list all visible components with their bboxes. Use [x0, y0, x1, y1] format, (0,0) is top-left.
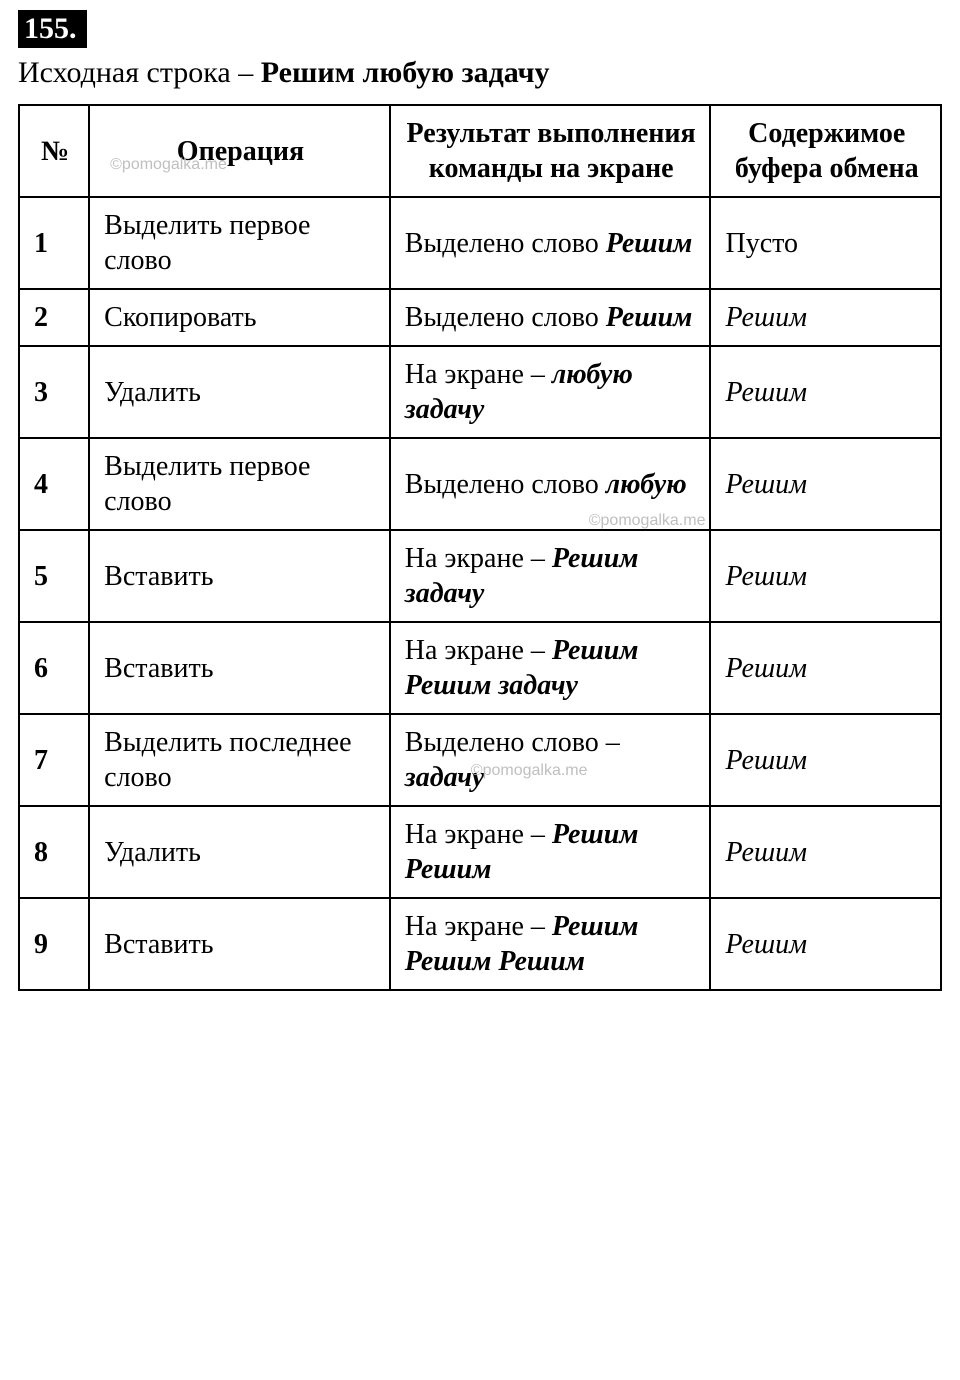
- row-buffer: Решим: [710, 530, 941, 622]
- row-result: Выделено слово любую ©pomogalka.me: [390, 438, 711, 530]
- row-buffer: Решим: [710, 622, 941, 714]
- row-operation: Выделить первое слово: [89, 438, 390, 530]
- row-result: На экране – Решим задачу: [390, 530, 711, 622]
- result-prefix: На экране –: [405, 543, 552, 574]
- col-header-buffer: Содержимое буфера обмена: [710, 105, 941, 197]
- row-number: 9: [19, 898, 89, 990]
- row-result: Выделено слово – задачу©pomogalka.me: [390, 714, 711, 806]
- table-row: 4Выделить первое словоВыделено слово люб…: [19, 438, 941, 530]
- result-prefix: Выделено слово: [405, 302, 606, 333]
- row-number: 6: [19, 622, 89, 714]
- result-prefix: На экране –: [405, 359, 552, 390]
- watermark-text: ©pomogalka.me: [110, 155, 227, 175]
- row-operation: Удалить: [89, 806, 390, 898]
- watermark-text: ©pomogalka.me: [471, 761, 588, 781]
- row-operation: Выделить первое слово: [89, 197, 390, 289]
- row-buffer: Решим: [710, 806, 941, 898]
- row-result: На экране – Решим Решим Решим: [390, 898, 711, 990]
- result-prefix: На экране –: [405, 819, 552, 850]
- row-operation: Скопировать: [89, 289, 390, 346]
- buffer-italic: Решим: [725, 377, 807, 408]
- row-number: 8: [19, 806, 89, 898]
- result-prefix: Выделено слово: [405, 469, 606, 500]
- table-row: 9ВставитьНа экране – Решим Решим Решим Ре…: [19, 898, 941, 990]
- task-number-badge: 155.: [18, 10, 87, 48]
- col-header-number: №: [19, 105, 89, 197]
- row-operation: Вставить: [89, 898, 390, 990]
- table-row: 5ВставитьНа экране – Решим задачу Решим: [19, 530, 941, 622]
- buffer-italic: Решим: [725, 302, 807, 333]
- row-buffer: Пусто: [710, 197, 941, 289]
- table-row: 7Выделить последнее словоВыделено слово …: [19, 714, 941, 806]
- source-line: Исходная строка – Решим любую задачу: [18, 56, 942, 90]
- source-label: Исходная строка –: [18, 56, 261, 89]
- buffer-italic: Решим: [725, 653, 807, 684]
- col-header-result: Результат выполнения команды на экране: [390, 105, 711, 197]
- result-bold-italic: Решим: [606, 302, 693, 333]
- row-number: 2: [19, 289, 89, 346]
- result-bold-italic: Решим: [606, 228, 693, 259]
- col-header-operation: Операция ©pomogalka.me: [89, 105, 390, 197]
- row-number: 7: [19, 714, 89, 806]
- table-row: 8УдалитьНа экране – Решим Решим Решим: [19, 806, 941, 898]
- result-bold-italic: любую: [606, 469, 687, 500]
- table-header-row: № Операция ©pomogalka.me Результат выпол…: [19, 105, 941, 197]
- row-operation: Удалить: [89, 346, 390, 438]
- result-prefix: Выделено слово –: [405, 727, 620, 758]
- result-prefix: Выделено слово: [405, 228, 606, 259]
- table-row: 2СкопироватьВыделено слово РешимРешим: [19, 289, 941, 346]
- row-buffer: Решим: [710, 438, 941, 530]
- buffer-italic: Решим: [725, 469, 807, 500]
- row-buffer: Решим: [710, 714, 941, 806]
- row-operation: Вставить: [89, 622, 390, 714]
- result-prefix: На экране –: [405, 911, 552, 942]
- result-prefix: На экране –: [405, 635, 552, 666]
- row-number: 3: [19, 346, 89, 438]
- row-result: На экране – Решим Решим задачу: [390, 622, 711, 714]
- watermark-text: ©pomogalka.me: [589, 511, 706, 531]
- table-row: 1Выделить первое словоВыделено слово Реш…: [19, 197, 941, 289]
- row-number: 5: [19, 530, 89, 622]
- row-operation: Выделить последнее слово: [89, 714, 390, 806]
- row-result: Выделено слово Решим: [390, 197, 711, 289]
- buffer-italic: Решим: [725, 745, 807, 776]
- buffer-italic: Решим: [725, 837, 807, 868]
- row-buffer: Решим: [710, 289, 941, 346]
- row-number: 1: [19, 197, 89, 289]
- table-row: 3УдалитьНа экране – любую задачу Решим: [19, 346, 941, 438]
- source-value: Решим любую задачу: [261, 56, 550, 89]
- row-buffer: Решим: [710, 898, 941, 990]
- row-number: 4: [19, 438, 89, 530]
- table-row: 6ВставитьНа экране – Решим Решим задачу Р…: [19, 622, 941, 714]
- operations-table: № Операция ©pomogalka.me Результат выпол…: [18, 104, 942, 991]
- row-buffer: Решим: [710, 346, 941, 438]
- table-body: 1Выделить первое словоВыделено слово Реш…: [19, 197, 941, 990]
- row-result: Выделено слово Решим: [390, 289, 711, 346]
- buffer-italic: Решим: [725, 561, 807, 592]
- row-result: На экране – любую задачу: [390, 346, 711, 438]
- row-operation: Вставить: [89, 530, 390, 622]
- page: 155. Исходная строка – Решим любую задач…: [0, 0, 960, 1031]
- row-result: На экране – Решим Решим: [390, 806, 711, 898]
- buffer-italic: Решим: [725, 929, 807, 960]
